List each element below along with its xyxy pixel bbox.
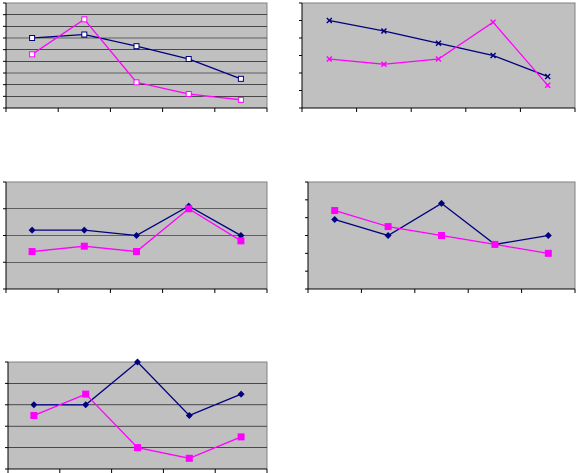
chart-5	[5, 358, 268, 473]
series-1-point	[331, 215, 339, 223]
series-2-point	[544, 82, 551, 89]
series-1-point	[82, 401, 90, 409]
plot-area	[301, 2, 576, 109]
series-2-point	[384, 223, 392, 231]
series-2-point	[237, 433, 245, 441]
series-2-point	[185, 454, 193, 462]
series-2-point	[185, 91, 192, 97]
plot-area	[7, 361, 268, 470]
series-2-point	[185, 205, 193, 213]
series-1-point	[435, 40, 442, 47]
series-2-point	[438, 232, 445, 239]
series-2-point	[491, 240, 499, 248]
series-2-point	[80, 242, 88, 250]
series-1-point	[438, 199, 445, 207]
series-1-point	[544, 232, 552, 239]
series-1-point	[384, 232, 392, 239]
series-2-point	[237, 96, 244, 103]
series-2-point	[82, 390, 90, 398]
series-1-point	[81, 31, 88, 38]
series-1-point	[133, 43, 140, 50]
series-1-point	[30, 401, 38, 409]
series-2-point	[544, 249, 552, 257]
series-2-point	[435, 56, 442, 62]
series-2-point	[326, 56, 333, 62]
series-2-point	[490, 19, 497, 26]
series-2-point	[133, 248, 140, 256]
series-2-point	[134, 444, 141, 452]
series-1-point	[185, 412, 193, 419]
chart-1	[3, 2, 268, 112]
series-1-point	[80, 226, 88, 234]
series-1-point	[326, 17, 333, 24]
series-1-point	[134, 358, 141, 366]
chart-2	[299, 2, 576, 112]
series-2-point	[237, 237, 245, 245]
series-1-point	[237, 75, 244, 82]
series-1-point	[544, 73, 551, 80]
chart-3	[3, 181, 268, 293]
series-2-point	[380, 61, 387, 68]
series-2-point	[29, 51, 36, 58]
series-1-point	[185, 56, 192, 62]
series-1-point	[29, 35, 36, 41]
series-1-point	[28, 226, 36, 234]
series-1-point	[380, 28, 387, 34]
series-2-point	[30, 412, 38, 419]
series-1-point	[133, 232, 140, 239]
plot-area	[5, 2, 268, 109]
series-2-point	[81, 16, 88, 23]
series-2-point	[28, 248, 36, 256]
series-2-point	[133, 79, 140, 86]
chart-4	[305, 181, 576, 293]
series-1-point	[237, 390, 245, 398]
series-2-point	[331, 207, 339, 215]
series-1-point	[490, 52, 497, 59]
series-1-point	[237, 232, 245, 239]
